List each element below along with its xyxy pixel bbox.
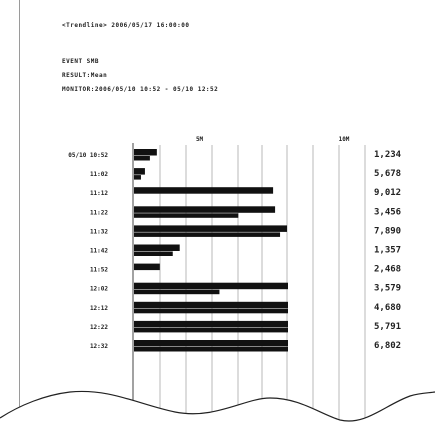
bar-series-1: [134, 282, 288, 290]
row-label: 12:22: [90, 324, 108, 331]
row-value-label: 9,012: [374, 188, 401, 198]
bar-series-2: [134, 251, 173, 256]
row-label: 11:52: [90, 267, 108, 274]
row-value-label: 4,680: [374, 303, 401, 313]
x-tick-label: 5M: [196, 136, 204, 143]
row-value-label: 2,468: [374, 265, 401, 275]
row-label: 12:12: [90, 305, 108, 312]
row-label: 11:42: [90, 248, 108, 255]
row-label: 11:32: [90, 228, 108, 235]
bar-series-1: [134, 149, 157, 156]
row-value-label: 3,456: [374, 207, 401, 217]
row-value-label: 1,357: [374, 246, 401, 256]
bar-series-2: [134, 289, 220, 295]
row-label: 12:02: [90, 286, 108, 293]
bar-series-2: [134, 232, 281, 237]
row-value-label: 6,802: [374, 341, 401, 351]
report-title: <Trendline> 2006/05/17 16:00:00: [62, 22, 190, 29]
bar-series-1: [134, 301, 288, 309]
x-tick-label: 10M: [339, 136, 350, 143]
bar-series-1: [134, 244, 180, 251]
bar-series-1: [134, 187, 274, 194]
sheet-left-edge: [19, 0, 20, 430]
bar-series-2: [134, 347, 288, 352]
row-label: 05/10 10:52: [68, 152, 108, 159]
row-label: 11:12: [90, 190, 108, 197]
bar-series-2: [134, 308, 288, 314]
bar-series-1: [134, 168, 145, 175]
row-value-label: 7,890: [374, 226, 401, 236]
row-value-label: 5,791: [374, 322, 401, 332]
row-value-label: 1,234: [374, 150, 402, 160]
event-line: EVENT SMB: [62, 58, 100, 65]
bar-series-1: [134, 340, 288, 347]
row-value-label: 3,579: [374, 284, 401, 294]
bar-series-2: [134, 175, 141, 180]
row-label: 11:22: [90, 209, 108, 216]
bar-series-2: [134, 327, 288, 333]
row-label: 12:32: [90, 343, 108, 350]
bar-series-1: [134, 263, 160, 271]
bar-series-1: [134, 206, 276, 213]
row-label: 11:02: [90, 171, 108, 178]
row-value-label: 5,678: [374, 169, 401, 179]
result-line: RESULT:Mean: [62, 72, 108, 79]
bar-series-1: [134, 225, 288, 232]
monitor-line: MONITOR:2006/05/10 10:52 - 05/10 12:52: [62, 86, 219, 93]
bar-series-1: [134, 320, 288, 328]
bar-series-2: [134, 156, 150, 161]
bar-series-2: [134, 213, 239, 218]
